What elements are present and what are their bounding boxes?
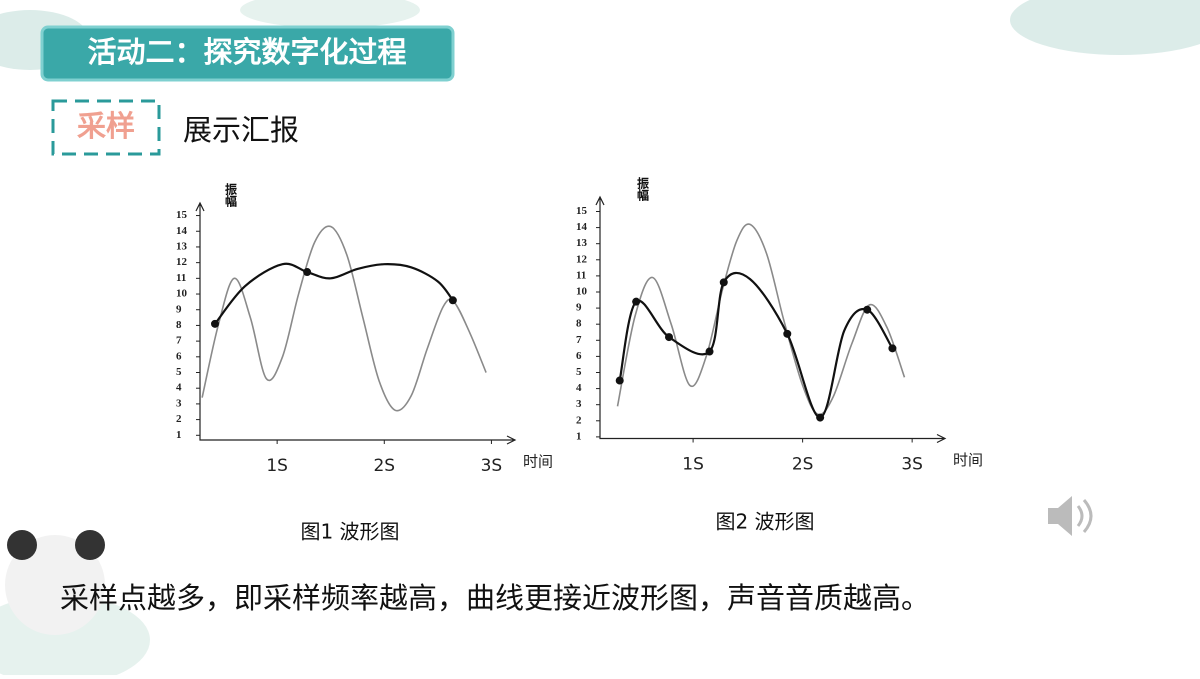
series-line — [214, 262, 454, 325]
chart-caption: 图2 波形图 — [715, 510, 814, 534]
y-tick-label: 5 — [176, 366, 182, 378]
y-tick-label: 4 — [576, 382, 582, 394]
x-tick-label: 3S — [901, 455, 923, 475]
y-tick-label: 10 — [176, 288, 188, 300]
sample-point — [888, 344, 897, 353]
sample-point — [863, 305, 872, 314]
y-tick-label: 12 — [176, 256, 188, 268]
y-tick-label: 7 — [176, 335, 182, 347]
y-tick-label: 3 — [176, 397, 182, 409]
x-tick-label: 2S — [373, 456, 395, 476]
y-tick-label: 13 — [576, 237, 588, 249]
subtitle: 展示汇报 — [183, 113, 299, 147]
sample-point — [665, 333, 673, 342]
y-tick-label: 9 — [576, 302, 582, 314]
y-tick-label: 10 — [576, 286, 588, 298]
speaker-icon — [1048, 496, 1093, 536]
series-line — [201, 225, 487, 412]
slide-title: 活动二：探究数字化过程 — [87, 35, 406, 69]
y-tick-label: 1 — [176, 429, 182, 441]
chart-caption: 图1 波形图 — [300, 520, 399, 544]
sample-point — [211, 319, 219, 328]
y-tick-label: 11 — [176, 272, 186, 284]
sample-point — [705, 347, 714, 356]
y-tick-label: 15 — [576, 205, 588, 217]
y-tick-label: 5 — [576, 366, 582, 378]
sample-point — [719, 278, 728, 287]
x-tick-label: 3S — [481, 456, 503, 476]
y-tick-label: 14 — [176, 225, 188, 237]
y-tick-label: 2 — [176, 413, 182, 425]
x-tick-label: 1S — [266, 456, 288, 476]
sample-point — [303, 268, 312, 277]
y-tick-label: 8 — [576, 318, 582, 330]
y-tick-label: 1 — [576, 430, 582, 442]
y-tick-label: 6 — [576, 350, 582, 362]
y-tick-label: 9 — [176, 303, 182, 315]
y-tick-label: 12 — [576, 253, 588, 265]
series-line — [616, 223, 906, 416]
y-tick-label: 2 — [576, 414, 582, 426]
y-tick-label: 8 — [176, 319, 182, 331]
y-axis-label: 振幅 — [636, 176, 650, 202]
sample-point — [448, 296, 457, 305]
x-axis-label: 时间 — [523, 453, 553, 471]
y-tick-label: 4 — [176, 382, 182, 394]
x-tick-label: 1S — [682, 455, 704, 475]
axes — [195, 201, 517, 445]
y-tick-label: 13 — [176, 240, 188, 252]
y-tick-label: 6 — [176, 350, 182, 362]
x-axis-label: 时间 — [953, 451, 983, 469]
y-tick-label: 7 — [576, 334, 582, 346]
y-tick-label: 15 — [176, 209, 188, 221]
x-tick-label: 2S — [792, 455, 814, 475]
y-tick-label: 11 — [576, 269, 586, 281]
sample-point — [632, 297, 641, 306]
tag-box — [51, 99, 161, 156]
sample-point — [615, 376, 624, 385]
tag: 采样 — [77, 109, 135, 143]
panda — [5, 530, 105, 635]
axes — [595, 195, 947, 444]
y-tick-label: 3 — [576, 398, 582, 410]
y-tick-label: 14 — [576, 221, 588, 233]
sample-point — [816, 413, 825, 422]
sample-point — [783, 329, 792, 338]
title-box — [40, 25, 455, 82]
series-line — [618, 271, 894, 419]
conclusion: 采样点越多，即采样频率越高，曲线更接近波形图，声音音质越高。 — [60, 581, 930, 615]
y-axis-label: 振幅 — [224, 182, 238, 208]
